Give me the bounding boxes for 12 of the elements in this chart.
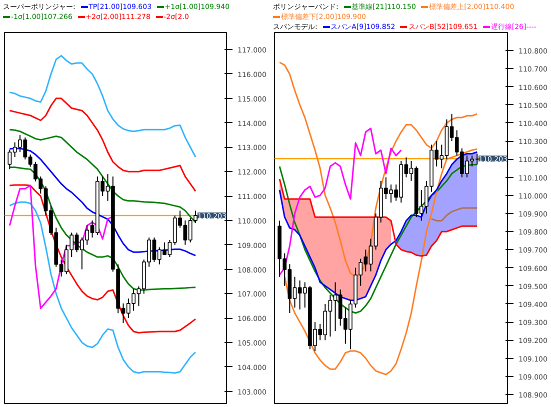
line-series bbox=[278, 151, 478, 302]
line-series bbox=[284, 148, 478, 376]
line-series bbox=[278, 62, 478, 278]
line-series bbox=[8, 184, 196, 334]
line-series bbox=[8, 184, 114, 310]
line-series bbox=[278, 128, 402, 276]
line-series bbox=[8, 128, 196, 224]
line-series bbox=[278, 178, 478, 257]
line-series bbox=[8, 201, 196, 374]
line-series bbox=[8, 54, 196, 158]
line-series bbox=[430, 207, 478, 222]
line-series bbox=[8, 98, 196, 192]
